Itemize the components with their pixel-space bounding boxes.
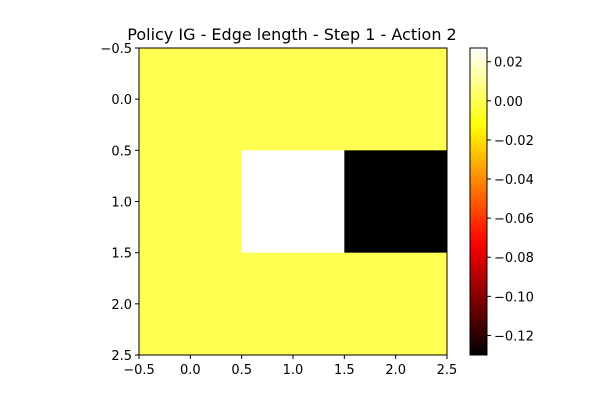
x-tick-label: 2.0	[385, 363, 406, 378]
colorbar-tick-label: −0.08	[494, 251, 534, 266]
colorbar-tick-label: −0.10	[494, 290, 534, 305]
colorbar-tick-label: −0.04	[494, 173, 534, 188]
chart-title: Policy IG - Edge length - Step 1 - Actio…	[127, 25, 456, 44]
y-tick-label: −0.5	[100, 42, 132, 57]
x-tick-label: 1.5	[334, 363, 355, 378]
x-tick-label: 2.5	[437, 363, 458, 378]
colorbar-gradient	[470, 48, 487, 355]
colorbar-tick-label: 0.02	[494, 56, 523, 71]
heatmap-cells	[139, 48, 448, 356]
x-tick-label: −0.5	[123, 363, 155, 378]
colorbar-frame	[469, 47, 488, 356]
x-tick-label: 0.0	[180, 363, 201, 378]
x-tick-label: 1.0	[283, 363, 304, 378]
colorbar-tick-label: −0.02	[494, 134, 534, 149]
y-tick-label: 0.5	[111, 144, 132, 159]
x-axis: −0.5 0.0 0.5 1.0 1.5 2.0 2.5	[123, 355, 457, 378]
heatmap-cell-0-0	[139, 48, 243, 151]
colorbar-tick-label: −0.06	[494, 212, 534, 227]
y-axis: −0.5 0.0 0.5 1.0 1.5 2.0 2.5	[100, 42, 139, 364]
heatmap-cell-1-1	[241, 150, 345, 254]
heatmap-cell-2-1	[241, 252, 345, 356]
colorbar-tick-label: −0.12	[494, 329, 534, 344]
heatmap-cell-0-2	[344, 48, 448, 151]
heatmap-cell-0-1	[241, 48, 345, 151]
heatmap-cell-1-2	[344, 150, 448, 254]
y-tick-label: 1.0	[111, 196, 132, 211]
y-tick-label: 0.0	[111, 93, 132, 108]
y-tick-label: 2.5	[111, 349, 132, 364]
heatmap-cell-1-0	[139, 150, 243, 254]
heatmap-cell-2-2	[344, 252, 448, 356]
colorbar-tick-label: 0.00	[494, 95, 523, 110]
x-tick-label: 0.5	[231, 363, 252, 378]
y-tick-label: 2.0	[111, 298, 132, 313]
y-tick-label: 1.5	[111, 247, 132, 262]
colorbar: 0.02 0.00 −0.02 −0.04 −0.06 −0.08 −0.10 −0.12	[469, 47, 534, 356]
heatmap-cell-2-0	[139, 252, 243, 356]
